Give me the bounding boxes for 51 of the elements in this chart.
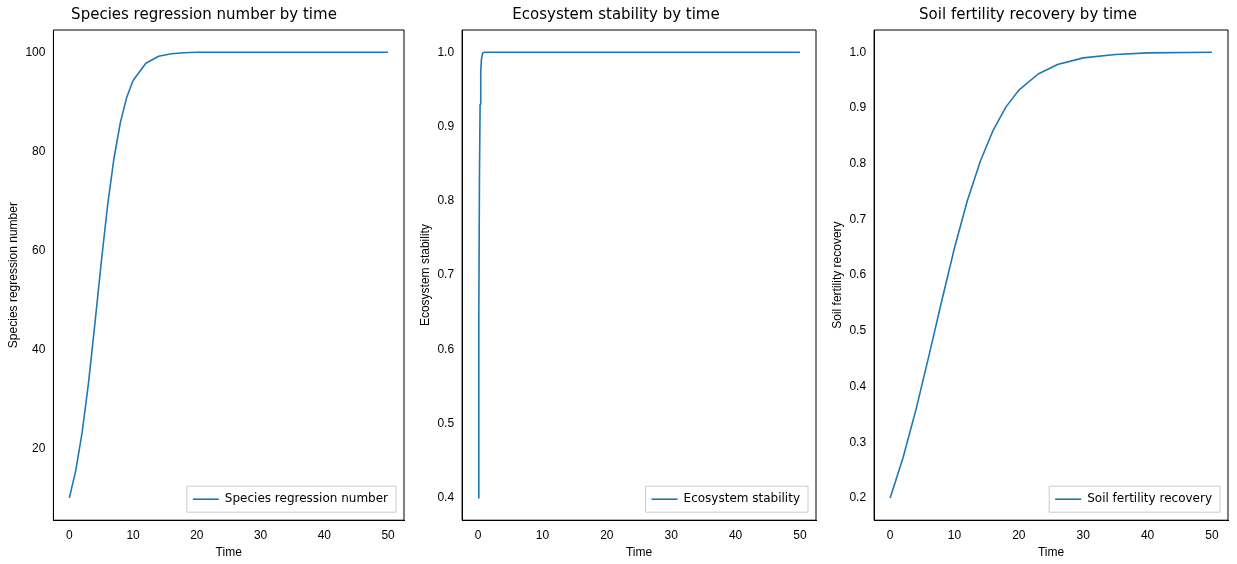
y-axis-title: Soil fertility recovery <box>829 221 844 329</box>
x-tick-label: 20 <box>190 527 204 542</box>
y-tick-label: 20 <box>32 440 46 455</box>
x-tick-label: 40 <box>1140 527 1155 542</box>
y-tick-label: 0.4 <box>437 490 455 505</box>
y-tick-label: 0.9 <box>849 100 867 115</box>
x-tick-label: 30 <box>1076 527 1091 542</box>
y-tick-label: 1.0 <box>437 44 455 59</box>
x-tick-label: 10 <box>947 527 962 542</box>
y-tick-label: 0.7 <box>849 211 867 226</box>
x-tick-label: 10 <box>535 527 550 542</box>
x-tick-label: 20 <box>1012 527 1026 542</box>
y-tick-label: 0.9 <box>437 118 455 133</box>
x-tick-label: 30 <box>664 527 679 542</box>
x-axis-title: Time <box>625 545 653 560</box>
y-tick-label: 0.8 <box>849 156 867 170</box>
x-tick-label: 10 <box>126 527 141 542</box>
x-tick-label: 0 <box>474 527 482 542</box>
x-tick-label: 0 <box>886 527 894 542</box>
legend-label: Soil fertility recovery <box>1087 491 1213 506</box>
y-tick-label: 0.7 <box>437 267 455 282</box>
y-tick-label: 0.5 <box>437 415 455 430</box>
y-tick-label: 100 <box>25 44 46 59</box>
y-tick-label: 0.8 <box>437 193 455 208</box>
chart-title: Soil fertility recovery by time <box>919 4 1137 23</box>
x-tick-label: 50 <box>793 527 807 542</box>
x-tick-label: 30 <box>253 527 268 542</box>
y-axis-title: Species regression number <box>5 202 20 349</box>
y-tick-label: 40 <box>32 341 46 356</box>
x-tick-label: 40 <box>317 527 332 542</box>
x-tick-label: 20 <box>600 527 614 542</box>
y-tick-label: 0.6 <box>849 267 867 282</box>
x-tick-label: 0 <box>66 527 74 542</box>
x-tick-label: 50 <box>1205 527 1219 542</box>
y-tick-label: 80 <box>32 143 46 158</box>
chart-title: Ecosystem stability by time <box>512 4 720 23</box>
x-axis-title: Time <box>215 545 243 560</box>
x-tick-label: 40 <box>728 527 743 542</box>
y-tick-label: 0.6 <box>437 341 455 356</box>
legend-label: Ecosystem stability <box>683 491 801 506</box>
x-axis-title: Time <box>1037 545 1065 560</box>
y-tick-label: 0.2 <box>849 490 867 505</box>
y-axis-title: Ecosystem stability <box>417 224 432 327</box>
chart-title: Species regression number by time <box>71 4 337 23</box>
y-tick-label: 0.3 <box>849 434 867 449</box>
y-tick-label: 60 <box>32 242 46 257</box>
legend-label: Species regression number <box>224 491 389 506</box>
y-tick-label: 1.0 <box>849 44 867 59</box>
y-tick-label: 0.4 <box>849 378 867 393</box>
x-tick-label: 50 <box>381 527 396 542</box>
y-tick-label: 0.5 <box>849 323 867 338</box>
